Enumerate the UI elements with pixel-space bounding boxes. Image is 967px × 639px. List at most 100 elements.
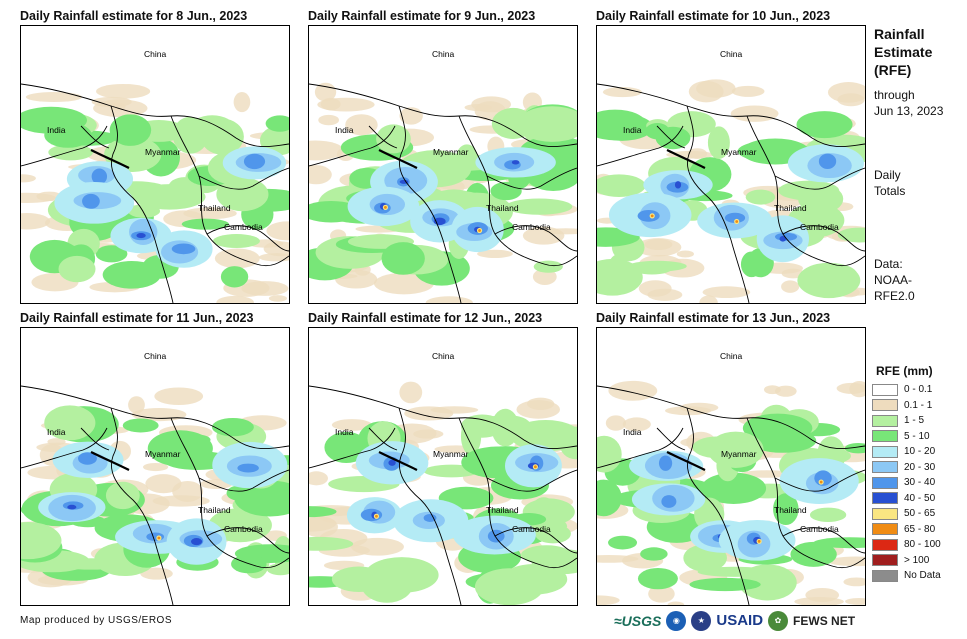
legend-item: 20 - 30 [872,460,941,476]
legend-item: 80 - 100 [872,537,941,553]
noaa-logo-icon: ◉ [666,610,687,631]
label-myanmar: Myanmar [145,147,181,157]
map-graphic-3 [597,26,865,303]
rainfall-map-4: China India Myanmar Thailand Cambodia [20,327,290,606]
panel-title-2: Daily Rainfall estimate for 9 Jun., 2023 [308,9,536,23]
legend-swatch [872,476,898,489]
agency-logos: ≈USGS ◉ ★ USAID ✿ FEWS NET [614,608,855,633]
map-graphic-2 [309,26,577,303]
legend-label: 0.1 - 1 [904,399,933,411]
panel-title-3: Daily Rainfall estimate for 10 Jun., 202… [596,9,831,23]
through-date: Jun 13, 2023 [874,104,944,118]
legend-label: > 100 [904,554,930,566]
legend-swatch [872,414,898,427]
legend-item: 10 - 20 [872,444,941,460]
daily-label: Daily [874,168,901,182]
legend-item: 65 - 80 [872,522,941,538]
label-cambodia: Cambodia [224,524,263,534]
label-cambodia: Cambodia [512,222,551,232]
rainfall-map-2: China India Myanmar Thailand Cambodia [308,25,578,304]
fews-net-logo: FEWS NET [793,613,856,628]
label-myanmar: Myanmar [145,449,181,459]
label-india: India [335,427,354,437]
rfe-title-line3: (RFE) [874,62,912,78]
through-label: through [874,88,915,102]
label-cambodia: Cambodia [512,524,551,534]
legend-item: 0.1 - 1 [872,398,941,414]
legend-item: 30 - 40 [872,475,941,491]
legend-label: 10 - 20 [904,446,936,458]
legend-item: 5 - 10 [872,429,941,445]
legend-label: 1 - 5 [904,415,925,427]
label-india: India [623,125,642,135]
legend-label: No Data [904,570,941,582]
legend-label: 50 - 65 [904,508,936,520]
legend-label: 65 - 80 [904,523,936,535]
legend-swatch [872,538,898,551]
fews-globe-icon: ✿ [768,610,789,631]
legend-item: 40 - 50 [872,491,941,507]
label-china: China [720,49,743,59]
rainfall-map-1: China India Myanmar Thailand Cambodia [20,25,290,304]
data-source: Data: NOAA- RFE2.0 [874,256,915,304]
panel-title-1: Daily Rainfall estimate for 8 Jun., 2023 [20,9,248,23]
legend-item: No Data [872,568,941,584]
legend-item: 1 - 5 [872,413,941,429]
legend-swatch [872,507,898,520]
rainfall-map-6: China India Myanmar Thailand Cambodia [596,327,866,606]
label-india: India [623,427,642,437]
legend-item: 0 - 0.1 [872,382,941,398]
label-india: India [47,125,66,135]
legend-swatch [872,523,898,536]
rfe-title-line1: Rainfall [874,26,925,42]
label-myanmar: Myanmar [721,147,757,157]
legend-swatch [872,492,898,505]
map-graphic-5 [309,328,577,605]
daily-totals: Daily Totals [874,167,905,199]
label-china: China [144,49,167,59]
legend-item: > 100 [872,553,941,569]
legend-title: RFE (mm) [876,364,933,378]
label-china: China [720,351,743,361]
legend-label: 30 - 40 [904,477,936,489]
map-graphic-4 [21,328,289,605]
label-thailand: Thailand [198,203,231,213]
label-china: China [432,49,455,59]
panel-title-5: Daily Rainfall estimate for 12 Jun., 202… [308,311,543,325]
label-cambodia: Cambodia [800,524,839,534]
map-graphic-6 [597,328,865,605]
legend: RFE (mm) 0 - 0.1 0.1 - 1 1 - 5 5 - 10 10 - 2… [872,364,941,584]
label-thailand: Thailand [198,505,231,515]
legend-swatch [872,430,898,443]
label-india: India [335,125,354,135]
through-text: through Jun 13, 2023 [874,87,943,119]
usgs-logo: ≈USGS [614,612,662,629]
rfe-title-line2: Estimate [874,44,933,60]
label-myanmar: Myanmar [433,449,469,459]
rainfall-map-5: China India Myanmar Thailand Cambodia [308,327,578,606]
label-india: India [47,427,66,437]
label-thailand: Thailand [774,203,807,213]
label-thailand: Thailand [486,203,519,213]
data-source-line1: NOAA- [874,273,913,287]
label-cambodia: Cambodia [224,222,263,232]
rfe-title: Rainfall Estimate (RFE) [874,25,932,79]
map-credit: Map produced by USGS/EROS [20,615,173,626]
data-source-line2: RFE2.0 [874,289,915,303]
legend-swatch [872,569,898,582]
label-thailand: Thailand [774,505,807,515]
legend-swatch [872,383,898,396]
legend-swatch [872,554,898,567]
legend-swatch [872,399,898,412]
legend-item: 50 - 65 [872,506,941,522]
totals-label: Totals [874,184,906,198]
legend-label: 5 - 10 [904,430,930,442]
label-china: China [144,351,167,361]
usaid-logo: USAID [716,612,764,629]
rainfall-map-3: China India Myanmar Thailand Cambodia [596,25,866,304]
legend-swatch [872,461,898,474]
label-thailand: Thailand [486,505,519,515]
legend-label: 20 - 30 [904,461,936,473]
label-cambodia: Cambodia [800,222,839,232]
legend-label: 80 - 100 [904,539,941,551]
